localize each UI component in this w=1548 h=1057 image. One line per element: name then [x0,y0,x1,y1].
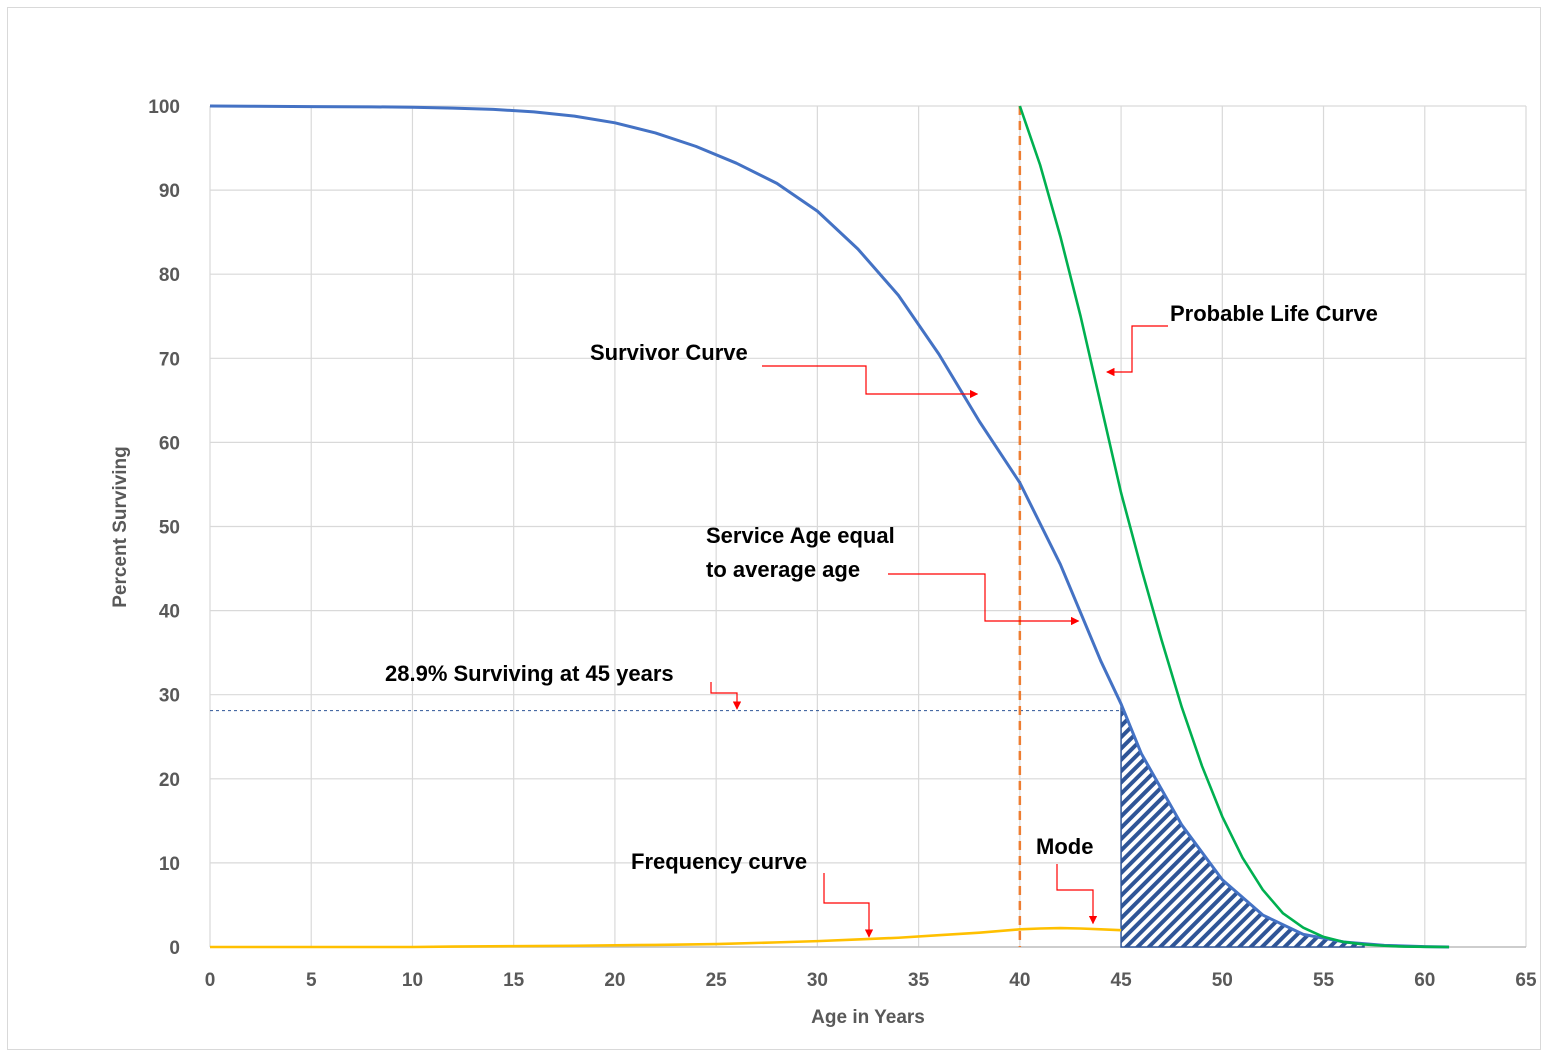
probable-life-curve-label: Probable Life Curve [1170,301,1378,326]
surviving-at-45-label: 28.9% Surviving at 45 years [385,661,674,686]
service-age-label-line1: Service Age equal [706,523,895,548]
y-tick-label: 40 [159,602,180,623]
survivor-line [209,104,1450,949]
survivor-arrow [762,365,979,399]
x-axis-title: Age in Years [811,1007,925,1028]
reference-lines [210,106,1122,947]
x-tick-label: 55 [1313,970,1335,991]
hatched-area [1120,703,1365,948]
shaded-region [1120,703,1365,948]
x-tick-label: 65 [1515,970,1537,991]
x-tick-label: 40 [1009,970,1030,991]
mode-label: Mode [1036,834,1093,859]
mode-arrow [1056,864,1098,925]
survivor-curve-label: Survivor Curve [590,340,748,365]
y-tick-label: 70 [159,349,180,370]
x-tick-label: 50 [1212,970,1233,991]
frequency-line [210,926,1122,949]
y-tick-label: 100 [148,97,180,118]
annotation-arrows [710,325,1168,938]
x-tick-label: 10 [402,970,423,991]
y-tick-label: 10 [159,854,180,875]
service-age-label-line2: to average age [706,557,860,582]
x-tick-label: 5 [306,970,317,991]
x-tick-label: 30 [807,970,828,991]
y-tick-label: 90 [159,181,180,202]
tick-labels: 0 5 10 15 20 25 30 35 40 45 50 55 60 65 0 10 20 30 40 50 60 7… [148,97,1537,991]
y-tick-label: 60 [159,433,180,454]
frequency-curve-label: Frequency curve [631,849,807,874]
x-tick-label: 20 [604,970,625,991]
y-tick-label: 0 [169,938,180,959]
y-tick-label: 20 [159,770,180,791]
probable-life-line [1018,105,1450,949]
y-tick-label: 50 [159,518,180,539]
x-tick-label: 0 [205,970,216,991]
probable-life-arrow [1106,325,1168,377]
y-tick-label: 80 [159,265,180,286]
y-axis-title: Percent Surviving [110,446,131,608]
x-tick-label: 60 [1414,970,1435,991]
series-lines [209,104,1450,949]
x-tick-label: 35 [908,970,930,991]
x-tick-label: 25 [706,970,728,991]
x-tick-label: 15 [503,970,525,991]
surviving-arrow [710,682,742,710]
y-tick-label: 30 [159,686,180,707]
frequency-arrow [823,873,874,938]
x-tick-label: 45 [1111,970,1133,991]
service-age-arrow [888,573,1080,626]
